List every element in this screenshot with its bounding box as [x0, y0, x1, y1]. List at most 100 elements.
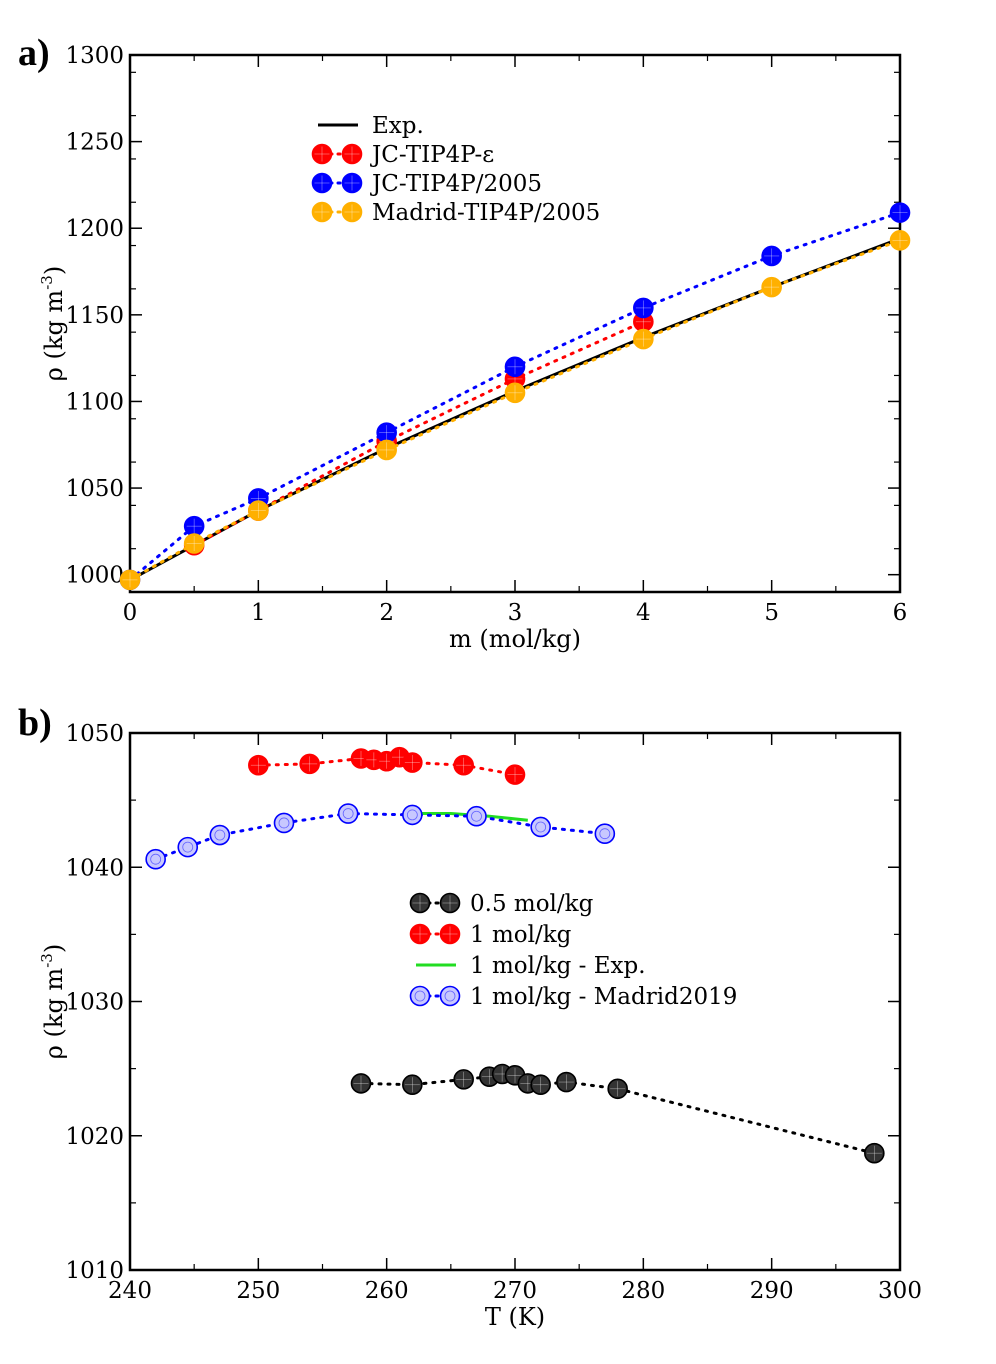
legend-label: 0.5 mol/kg [470, 891, 594, 917]
y-tick-label: 1020 [65, 1124, 124, 1150]
data-point [504, 356, 526, 378]
y-tick-label: 1000 [65, 563, 124, 589]
series-1-mol-kg [248, 746, 526, 785]
data-point-detail [182, 841, 194, 853]
data-point [402, 1074, 423, 1096]
data-point-detail [342, 808, 354, 819]
y-tick-label: 1150 [65, 303, 124, 329]
series-dotted-line [128, 211, 902, 582]
data-point [556, 1071, 577, 1093]
data-point [402, 752, 423, 773]
legend-marker [341, 201, 363, 223]
data-point-detail [214, 829, 226, 841]
data-point [530, 816, 551, 838]
data-point [453, 754, 474, 776]
y-axis-title-superscript: -3 [38, 275, 56, 290]
y-tick-label: 1050 [65, 721, 124, 747]
x-tick-label: 3 [508, 600, 523, 626]
y-tick-label: 1040 [65, 855, 124, 881]
data-point-detail [471, 810, 482, 822]
legend-marker-detail [414, 990, 426, 1002]
y-tick-label: 1030 [65, 990, 124, 1016]
series-exp- [129, 237, 901, 582]
data-point [466, 805, 487, 827]
x-axis-title: T (K) [485, 1303, 545, 1331]
legend-marker [439, 923, 461, 945]
panel-label: b) [18, 702, 52, 744]
series-madrid-tip4p-2005 [119, 230, 911, 591]
data-point [453, 1069, 474, 1090]
x-tick-label: 300 [878, 1278, 922, 1304]
data-point [530, 1074, 551, 1096]
data-point [633, 297, 654, 319]
data-point [337, 803, 359, 824]
series-dotted-line [128, 238, 902, 582]
y-axis-title: ρ (kg m-3) [38, 266, 68, 381]
x-axis-title: m (mol/kg) [449, 625, 581, 653]
legend-marker [439, 892, 461, 914]
data-point [504, 764, 526, 785]
legend-marker [439, 985, 461, 1007]
data-point [761, 245, 782, 267]
legend: Exp. JC-TIP4P-ε JC-TIP4P/2005 Madrid-TIP4P/… [311, 113, 600, 226]
legend-label: Exp. [372, 113, 424, 139]
y-axis-title-main: ρ (kg m [40, 968, 68, 1060]
data-point [761, 276, 782, 298]
x-tick-label: 4 [636, 600, 651, 626]
legend-label: JC-TIP4P-ε [370, 142, 494, 168]
plot-frame [128, 53, 902, 594]
data-point-detail [535, 821, 547, 833]
data-point [145, 848, 166, 870]
data-point [183, 533, 205, 554]
data-point-detail [599, 828, 611, 840]
x-tick-label: 240 [108, 1278, 152, 1304]
panel-label: a) [18, 32, 50, 74]
x-tick-label: 1 [251, 600, 266, 626]
legend-marker [311, 143, 333, 165]
y-tick-label: 1300 [65, 43, 124, 69]
chart-panel-b: b) 240 250 260 270 280 290 300 1010 1020 1030 1040 1… [18, 702, 922, 1331]
data-point [248, 500, 269, 521]
legend-marker [409, 923, 431, 945]
x-tick-label: 270 [493, 1278, 537, 1304]
y-axis-title-end: ) [40, 944, 68, 953]
data-point-detail [406, 809, 418, 821]
data-point [248, 754, 269, 776]
data-point [864, 1142, 885, 1164]
legend: 0.5 mol/kg 1 mol/kg 1 mol/kg - Exp. 1 mol/k… [409, 891, 737, 1010]
data-point [889, 202, 911, 223]
series-line [129, 237, 901, 582]
data-point-detail [278, 817, 290, 829]
x-tick-label: 280 [621, 1278, 665, 1304]
legend-label: JC-TIP4P/2005 [370, 171, 542, 197]
legend-label: 1 mol/kg [470, 922, 572, 948]
chart-panel-a: a) 0 1 2 3 4 5 6 1000 1050 1100 1150 1200 1250 1300 m (… [18, 32, 911, 653]
data-point-detail [150, 853, 162, 865]
legend-marker [311, 172, 333, 194]
y-axis-title-end: ) [40, 266, 68, 275]
data-point [594, 823, 616, 844]
data-point [376, 439, 397, 461]
legend-marker-detail [444, 990, 456, 1002]
data-point [350, 1073, 372, 1094]
legend-label: Madrid-TIP4P/2005 [372, 200, 600, 226]
legend-marker [341, 172, 363, 194]
x-tick-label: 2 [379, 600, 394, 626]
x-tick-label: 250 [236, 1278, 280, 1304]
data-point [504, 382, 526, 404]
series-0-5-mol-kg [350, 1063, 885, 1164]
x-tick-label: 260 [365, 1278, 409, 1304]
data-point [402, 804, 423, 826]
data-point [607, 1078, 628, 1100]
legend-marker [341, 143, 363, 165]
legend-marker [409, 985, 431, 1007]
series-1-mol-kg-madrid2019 [145, 803, 616, 870]
y-tick-label: 1100 [65, 389, 124, 415]
data-point [209, 824, 231, 846]
y-tick-label: 1050 [65, 476, 124, 502]
data-point [889, 230, 911, 251]
legend-marker [409, 892, 431, 914]
y-axis-title: ρ (kg m-3) [38, 944, 68, 1059]
x-tick-label: 5 [764, 600, 779, 626]
